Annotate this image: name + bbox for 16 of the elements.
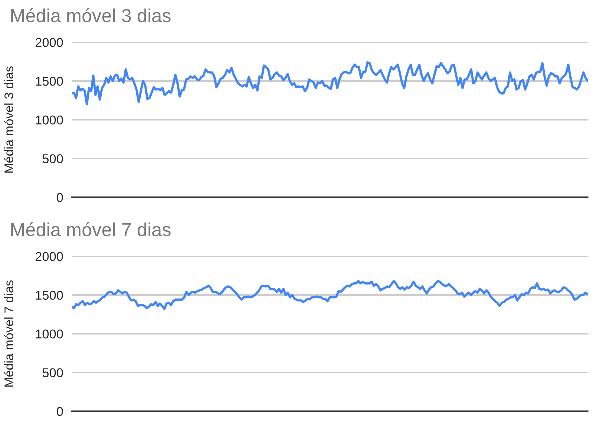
y-tick-label: 0 bbox=[57, 407, 64, 416]
y-tick-label: 2000 bbox=[36, 252, 64, 262]
chart-title: Média móvel 3 dias bbox=[12, 8, 171, 23]
y-tick-label: 500 bbox=[42, 154, 64, 164]
y-tick-label: 2000 bbox=[36, 38, 64, 48]
y-tick-label: 500 bbox=[42, 368, 64, 378]
y-tick-label: 1500 bbox=[36, 290, 64, 300]
y-tick-label: 0 bbox=[57, 193, 64, 202]
y-axis-title: Média móvel 3 dias bbox=[4, 66, 14, 173]
line-series bbox=[72, 62, 588, 106]
y-tick-label: 1000 bbox=[36, 330, 64, 339]
chart-title: Média móvel 7 dias bbox=[12, 222, 171, 237]
line-series bbox=[72, 280, 588, 310]
y-tick-label: 1500 bbox=[36, 76, 64, 86]
y-axis-title: Média móvel 7 dias bbox=[4, 280, 14, 387]
y-tick-label: 1000 bbox=[36, 116, 64, 125]
